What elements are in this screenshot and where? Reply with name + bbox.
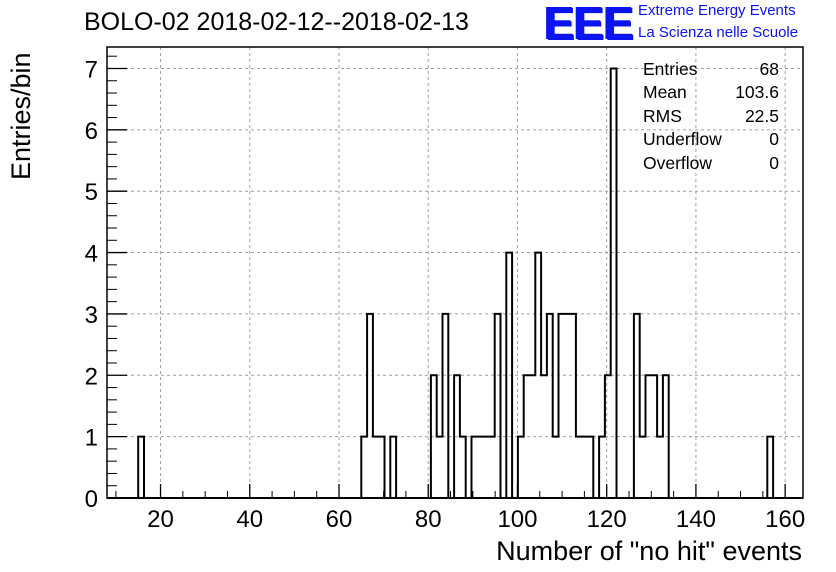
stats-box: Entries 68 Mean 103.6 RMS 22.5 Underflow…: [643, 58, 779, 175]
logo-line-1: Extreme Energy Events: [638, 2, 796, 19]
x-tick-label: 100: [497, 506, 537, 533]
stat-overflow-label: Overflow: [643, 152, 713, 173]
stat-overflow-value: 0: [769, 152, 779, 173]
stat-entries-label: Entries: [643, 59, 698, 79]
tick-labels: 20 40 60 80 100 120 140 160 0 1 2 3 4 5 6 7: [85, 56, 806, 533]
x-tick-label: 140: [676, 506, 716, 533]
stat-overflow: Overflow 0: [643, 152, 779, 175]
histogram-outline: [137, 67, 775, 498]
y-tick-label: 1: [85, 425, 98, 452]
y-tick-label: 7: [85, 56, 98, 83]
eee-logo: EEE Extreme Energy Events La Scienza nel…: [544, 0, 834, 48]
stat-underflow-value: 0: [769, 129, 779, 150]
stat-underflow-label: Underflow: [643, 129, 722, 150]
x-axis-label: Number of "no hit" events: [496, 536, 802, 566]
stat-entries-value: 68: [759, 59, 779, 79]
logo-line-2: La Scienza nelle Scuole: [638, 24, 799, 41]
stat-rms-value: 22.5: [744, 105, 779, 126]
stat-rms: RMS 22.5: [643, 105, 779, 128]
eee-logo-mark: EEE: [544, 0, 634, 49]
y-tick-label: 0: [85, 486, 98, 513]
stat-rms-label: RMS: [643, 105, 682, 126]
x-tick-label: 80: [415, 506, 442, 533]
y-tick-label: 4: [85, 241, 98, 268]
y-axis-label: Entries/bin: [6, 52, 36, 180]
stat-mean-value: 103.6: [735, 82, 779, 103]
stat-mean-label: Mean: [643, 82, 687, 103]
stat-mean: Mean 103.6: [643, 81, 779, 104]
x-tick-label: 60: [326, 506, 353, 533]
x-tick-label: 20: [147, 506, 174, 533]
stat-underflow: Underflow 0: [643, 128, 779, 151]
y-tick-label: 6: [85, 118, 98, 145]
axis-ticks: [107, 55, 803, 499]
x-tick-label: 160: [765, 506, 805, 533]
x-tick-label: 40: [236, 506, 263, 533]
x-tick-label: 120: [587, 506, 627, 533]
y-tick-label: 2: [85, 363, 98, 390]
stat-entries: Entries 68: [643, 58, 779, 81]
y-tick-label: 5: [85, 179, 98, 206]
y-tick-label: 3: [85, 302, 98, 329]
plot-title: BOLO-02 2018-02-12--2018-02-13: [84, 8, 469, 36]
